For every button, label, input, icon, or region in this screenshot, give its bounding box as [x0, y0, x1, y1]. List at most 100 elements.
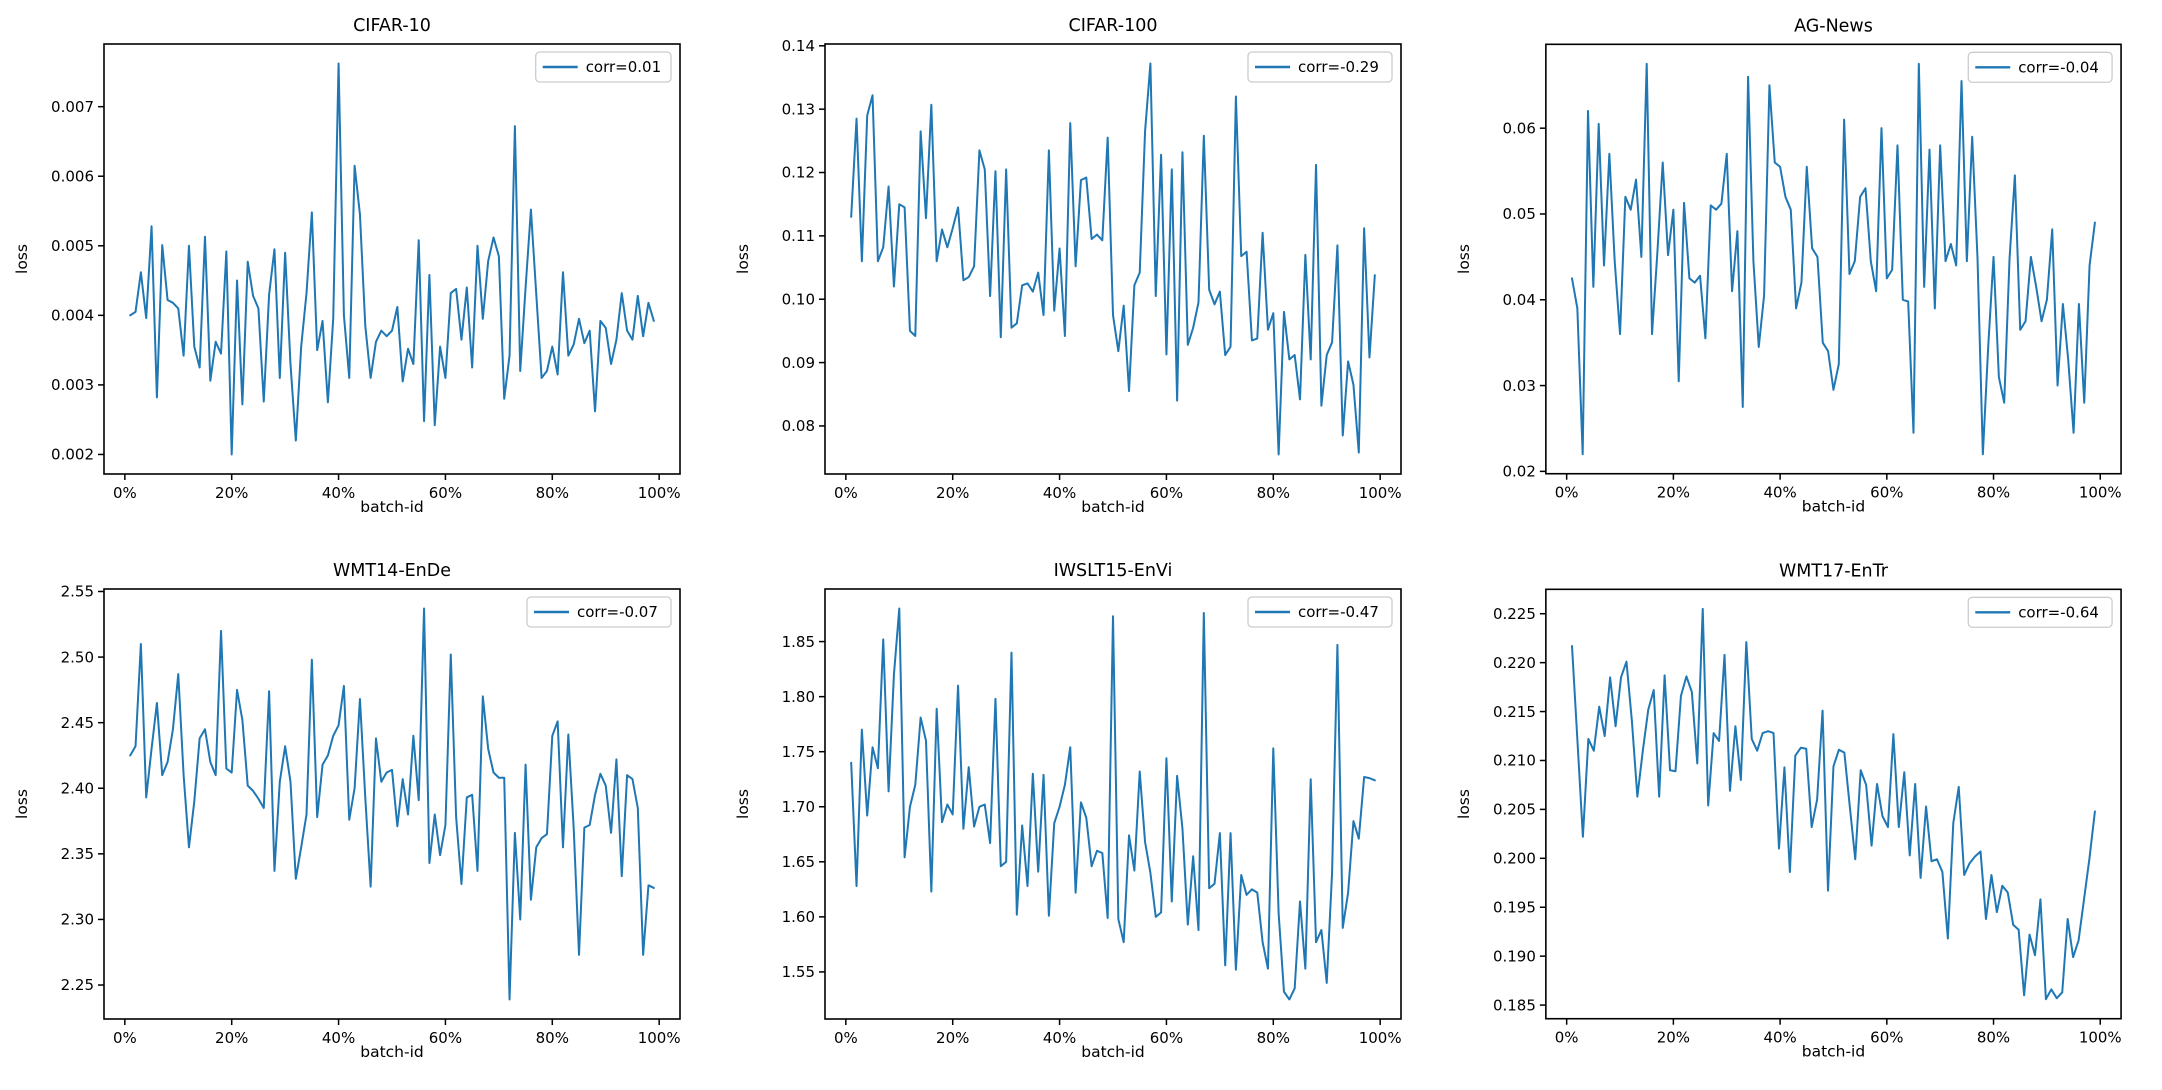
- chart-title: CIFAR-100: [1069, 16, 1158, 36]
- loss-curve: [1571, 62, 2096, 456]
- x-axis-label: batch-id: [1802, 498, 1865, 516]
- y-axis-tick-label: 0.215: [1493, 703, 1536, 721]
- x-axis-tick-label: 60%: [1150, 484, 1183, 502]
- legend-box: [1247, 596, 1393, 628]
- y-axis-tick-label: 0.006: [51, 167, 94, 185]
- x-axis-label: batch-id: [360, 498, 424, 516]
- y-axis-tick-label: 0.04: [1503, 291, 1536, 309]
- x-axis-tick-label: 40%: [1763, 484, 1796, 502]
- y-axis-tick-label: 0.190: [1493, 947, 1536, 965]
- loss-curve: [850, 607, 1376, 1001]
- y-axis-tick-label: 1.75: [782, 743, 815, 761]
- wmt14-ende-plot: 2.25 2.30 2.35 2.40 2.45 2.50 2.55 0% 20% 40% 60% 8…: [13, 561, 681, 1061]
- y-axis-tick-label: 0.004: [51, 307, 94, 325]
- y-axis-tick-label: 2.45: [61, 714, 94, 732]
- x-axis-tick-label: 60%: [1870, 484, 1903, 502]
- x-axis-tick-label: 40%: [322, 484, 355, 502]
- subplot-ag-news: 0.02 0.03 0.04 0.05 0.06 0% 20% 40% 60% 80% 100% AG…: [1442, 0, 2162, 545]
- y-axis-tick-label: 0.002: [51, 446, 94, 464]
- legend-label: corr=-0.04: [2018, 58, 2099, 76]
- axes-spines: [1545, 588, 2122, 1020]
- y-axis-tick-label: 0.003: [51, 376, 94, 394]
- y-axis-label: loss: [734, 244, 752, 274]
- y-axis-label: loss: [13, 789, 31, 819]
- x-axis-tick-label: 100%: [2079, 1029, 2122, 1047]
- y-axis-tick-label: 0.205: [1493, 801, 1536, 819]
- y-axis-tick-label: 0.185: [1493, 996, 1536, 1014]
- subplot-wmt17-entr: 0.185 0.190 0.195 0.200 0.205 0.210 0.215 0.220…: [1442, 545, 2162, 1090]
- y-axis-tick-label: 2.35: [61, 845, 94, 863]
- subplot-cifar-100: 0.08 0.09 0.10 0.11 0.12 0.13 0.14 0% 20% 40% 60% 8…: [721, 0, 1442, 545]
- cifar-10-plot: 0.002 0.003 0.004 0.005 0.006 0.007 0% 20% 40% 60…: [13, 16, 681, 516]
- chart-title: IWSLT15-EnVi: [1054, 561, 1173, 581]
- axes-spines: [103, 588, 681, 1020]
- x-axis-tick-label: 100%: [1359, 1029, 1402, 1047]
- y-axis-tick-label: 0.220: [1493, 654, 1536, 672]
- y-axis-label: loss: [1455, 244, 1473, 274]
- x-axis-tick-label: 60%: [429, 484, 462, 502]
- y-axis-tick-label: 1.65: [782, 853, 815, 871]
- y-axis-tick-label: 0.09: [782, 354, 815, 372]
- loss-curve: [850, 62, 1376, 456]
- loss-curve: [1571, 607, 2096, 1001]
- x-axis-label: batch-id: [1802, 1043, 1865, 1061]
- x-axis-tick-label: 40%: [1043, 484, 1076, 502]
- x-axis-tick-label: 20%: [1657, 1029, 1690, 1047]
- x-axis-tick-label: 60%: [1150, 1029, 1183, 1047]
- y-axis-tick-label: 2.40: [61, 779, 94, 797]
- x-axis-tick-label: 0%: [834, 484, 858, 502]
- x-axis-tick-label: 20%: [215, 1029, 248, 1047]
- axes-spines: [1545, 43, 2122, 475]
- x-axis-tick-label: 40%: [1043, 1029, 1076, 1047]
- x-axis-tick-label: 0%: [834, 1029, 858, 1047]
- x-axis-tick-label: 40%: [322, 1029, 355, 1047]
- x-axis-tick-label: 60%: [429, 1029, 462, 1047]
- y-axis-tick-label: 0.005: [51, 237, 94, 255]
- legend-box: [1967, 596, 2113, 628]
- y-axis-tick-label: 0.195: [1493, 898, 1536, 916]
- x-axis-tick-label: 100%: [638, 1029, 681, 1047]
- legend-box: [1247, 51, 1393, 83]
- x-axis-label: batch-id: [1081, 498, 1145, 516]
- y-axis-tick-label: 0.210: [1493, 752, 1536, 770]
- x-axis-tick-label: 80%: [536, 1029, 569, 1047]
- y-axis-tick-label: 0.06: [1503, 119, 1536, 137]
- y-axis-tick-label: 1.85: [782, 633, 815, 651]
- x-axis-tick-label: 0%: [113, 1029, 137, 1047]
- axes-spines: [824, 588, 1402, 1020]
- subplot-cifar-10: 0.002 0.003 0.004 0.005 0.006 0.007 0% 20% 40% 60…: [0, 0, 721, 545]
- x-axis-tick-label: 0%: [1555, 484, 1579, 502]
- y-axis-tick-label: 2.50: [61, 648, 94, 666]
- y-axis-tick-label: 1.60: [782, 908, 815, 926]
- y-axis-tick-label: 1.70: [782, 798, 815, 816]
- y-axis-tick-label: 1.80: [782, 688, 815, 706]
- x-axis-tick-label: 20%: [1657, 484, 1690, 502]
- legend-label: corr=0.01: [586, 58, 661, 76]
- y-axis-label: loss: [734, 789, 752, 819]
- legend-label: corr=-0.07: [577, 603, 658, 621]
- cifar-100-plot: 0.08 0.09 0.10 0.11 0.12 0.13 0.14 0% 20% 40% 60% 8…: [734, 16, 1402, 516]
- axes-spines: [824, 43, 1402, 475]
- y-axis-tick-label: 1.55: [782, 963, 815, 981]
- loss-curve: [129, 607, 655, 1001]
- y-axis-tick-label: 0.225: [1493, 605, 1536, 623]
- legend-label: corr=-0.47: [1298, 603, 1379, 621]
- wmt17-entr-plot: 0.185 0.190 0.195 0.200 0.205 0.210 0.215 0.220…: [1455, 561, 2122, 1061]
- iwslt15-envi-plot: 1.55 1.60 1.65 1.70 1.75 1.80 1.85 0% 20% 40% 60% 8…: [734, 561, 1402, 1061]
- chart-title: WMT14-EnDe: [333, 561, 451, 581]
- x-axis-tick-label: 80%: [1977, 484, 2010, 502]
- chart-title: AG-News: [1794, 16, 1873, 36]
- x-axis-tick-label: 40%: [1763, 1029, 1796, 1047]
- x-axis-tick-label: 80%: [1257, 1029, 1290, 1047]
- x-axis-tick-label: 80%: [1257, 484, 1290, 502]
- x-axis-tick-label: 0%: [1555, 1029, 1579, 1047]
- y-axis-tick-label: 0.03: [1503, 377, 1536, 395]
- legend-label: corr=-0.64: [2018, 603, 2099, 621]
- x-axis-tick-label: 80%: [536, 484, 569, 502]
- x-axis-tick-label: 100%: [1359, 484, 1402, 502]
- y-axis-tick-label: 2.25: [61, 976, 94, 994]
- y-axis-label: loss: [13, 244, 31, 274]
- legend-box: [535, 51, 672, 83]
- x-axis-tick-label: 20%: [936, 1029, 969, 1047]
- subplot-wmt14-ende: 2.25 2.30 2.35 2.40 2.45 2.50 2.55 0% 20% 40% 60% 8…: [0, 545, 721, 1090]
